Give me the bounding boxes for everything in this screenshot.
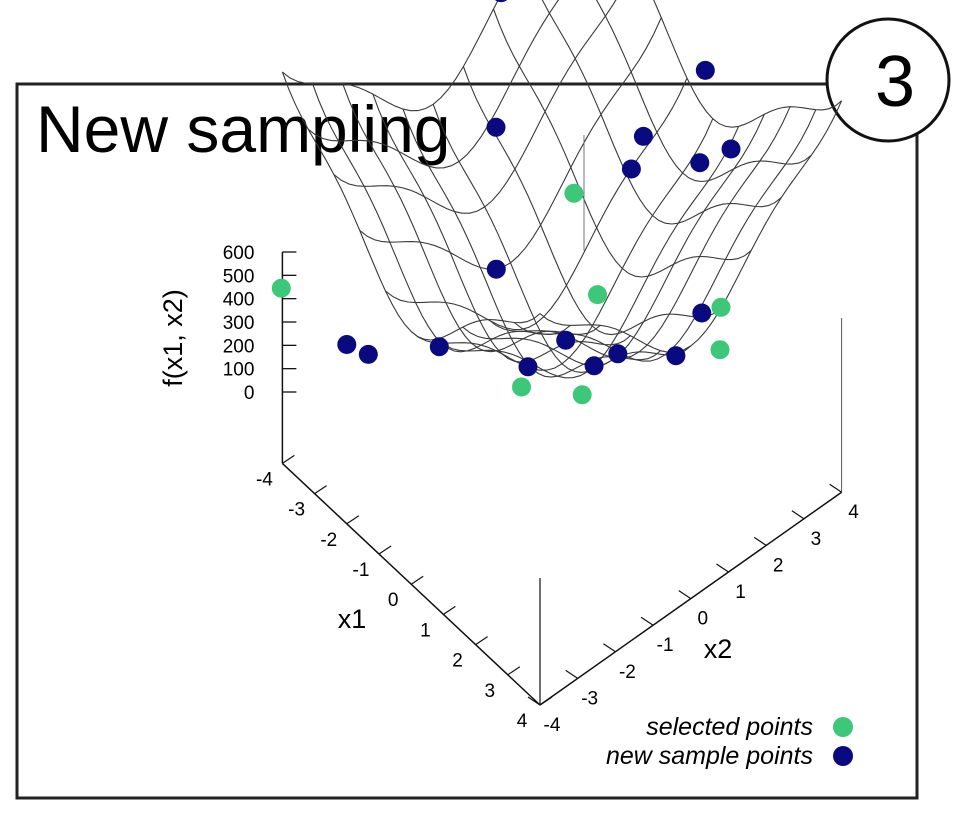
x2-tick-mark [791,510,805,520]
x1-tick-label: 3 [485,681,496,702]
x2-axis-ticks: -4 -3 -2 -1 0 1 2 3 4 [527,483,859,736]
x1-tick-mark [410,575,424,585]
new-sample-point [584,356,604,376]
selected-point [572,385,592,405]
x1-tick-mark [475,636,488,646]
x2-tick-mark [829,483,842,493]
panel-frame [15,82,919,800]
step-badge: 3 [825,17,951,143]
mesh-line [492,8,752,278]
mesh-line [462,66,722,336]
new-sample-point [486,117,506,137]
x2-tick-label: 1 [735,582,746,603]
x1-tick-mark [443,605,456,615]
new-sample-point [337,335,357,354]
new-sample-point [690,153,710,173]
x1-tick-mark [539,696,553,706]
x2-tick-label: 4 [848,502,859,523]
x1-tick-label: -2 [320,530,337,551]
x2-tick-mark [753,536,767,546]
new-sample-point [695,60,715,80]
new-sample-point [494,0,508,3]
selected-point [512,377,531,397]
z-tick-label: 600 [223,243,255,264]
selected-point [271,278,291,298]
mesh-line [488,106,791,359]
x2-tick-label: -3 [581,688,598,709]
z-tick-label: 400 [223,290,255,311]
new-sample-point [358,344,378,364]
x2-axis-label: x2 [704,634,733,664]
x1-tick-label: -3 [288,500,305,521]
step-badge-circle [825,17,951,143]
mesh-line [541,0,782,225]
surface-mesh [281,0,843,379]
new-sample-point [633,126,653,146]
x1-tick-label: -1 [353,560,370,581]
z-tick-label: 200 [223,336,255,357]
selected-point [564,183,584,203]
new-sample-point [486,259,506,279]
x2-tick-mark [527,696,541,706]
step-badge-label: 3 [875,42,915,122]
new-sample-point [556,330,576,350]
z-axis-label: f(x1, x2) [158,289,188,387]
x1-tick-mark [378,545,392,555]
new-sample-point [518,357,538,377]
x1-tick-label: 0 [388,590,399,611]
legend: selected points new sample points [606,713,853,770]
legend-label-selected: selected points [646,713,813,741]
legend-label-new-sample: new sample points [606,742,813,770]
selected-point [710,340,730,360]
z-tick-label: 500 [223,266,255,287]
mesh-line [653,0,842,128]
legend-marker-selected [833,717,853,737]
x2-tick-label: -4 [544,715,561,736]
x2-tick-label: -1 [657,635,674,656]
new-sample-point [666,346,686,366]
x2-tick-mark [603,643,616,653]
x1-axis-ticks: -4 -3 -2 -1 012 34 [256,454,553,732]
x2-tick-label: 3 [811,529,822,550]
x2-tick-mark [565,669,579,679]
selected-point [588,285,607,305]
x2-tick-mark [678,590,692,600]
x1-tick-label: 1 [420,620,431,641]
x1-tick-label: 4 [517,711,528,732]
new-sample-point [721,139,741,159]
x2-tick-mark [716,563,729,573]
new-sample-point [608,344,628,364]
x1-axis-label: x1 [338,604,367,634]
data-points [271,0,741,405]
x2-tick-label: 0 [698,609,709,630]
x1-tick-mark [507,666,521,676]
x1-tick-label: -4 [256,469,273,490]
new-sample-point [692,303,712,323]
legend-marker-new-sample [833,746,853,766]
new-sample-point [621,159,641,179]
x1-tick-label: 2 [452,651,463,672]
x1-tick-mark [282,454,295,464]
mesh-line [595,0,812,183]
x2-tick-label: -2 [619,662,636,683]
z-tick-label: 100 [223,360,255,381]
mesh-line [539,100,843,353]
x2-tick-label: 2 [773,555,784,576]
x1-tick-mark [314,485,327,495]
x2-tick-mark [640,616,654,626]
new-sample-point [429,337,449,357]
z-tick-label: 300 [223,313,255,334]
mesh-line [432,104,692,373]
x1-tick-mark [346,515,360,525]
z-tick-label: 0 [244,383,255,404]
selected-point [711,297,731,317]
chart-title: New sampling [36,92,451,166]
